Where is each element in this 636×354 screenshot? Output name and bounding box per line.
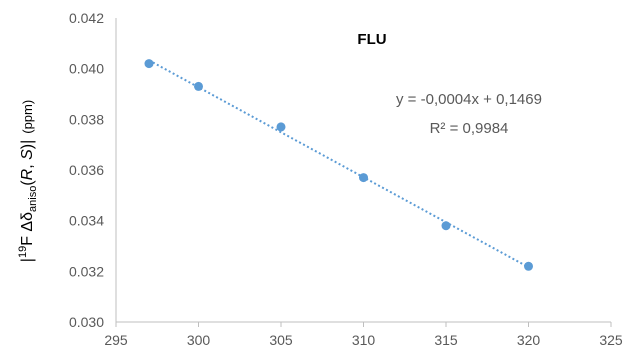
y-tick-labels: 0.030 0.032 0.034 0.036 0.038 0.040 0.042 <box>69 10 104 330</box>
y-axis-label: |19F Δδaniso(R, S)| (ppm) <box>17 100 39 262</box>
data-point <box>276 122 286 132</box>
y-label-unit: (ppm) <box>20 100 35 134</box>
data-point <box>194 81 203 91</box>
axes <box>115 18 611 323</box>
y-tick-label: 0.042 <box>69 10 104 26</box>
y-tick-label: 0.030 <box>69 314 104 330</box>
x-tick-label: 325 <box>599 332 623 348</box>
y-label-open: ( <box>19 180 36 186</box>
trendline-layer <box>148 59 529 269</box>
y-label-sub: aniso <box>27 186 39 212</box>
x-tick-label: 315 <box>434 332 458 348</box>
x-tick-label: 320 <box>517 332 541 348</box>
y-tick-label: 0.034 <box>69 213 104 229</box>
y-tick-label: 0.040 <box>69 61 104 77</box>
data-point <box>144 59 154 69</box>
y-label-mid: F Δδ <box>19 212 36 246</box>
x-tick-label: 295 <box>104 332 128 348</box>
y-tick-label: 0.036 <box>69 162 104 178</box>
data-point <box>441 221 451 231</box>
x-tick-labels: 295 300 305 310 315 320 325 <box>104 322 623 348</box>
data-point <box>524 261 533 271</box>
chart-title: FLU <box>357 31 386 48</box>
y-label-s: S <box>19 149 36 160</box>
y-label-prefix: | <box>19 258 36 262</box>
r-squared-label: R² = 0,9984 <box>430 120 509 137</box>
x-tick-label: 310 <box>352 332 376 348</box>
x-tick-label: 300 <box>187 332 211 348</box>
y-label-r: R <box>19 168 36 180</box>
x-tick-label: 305 <box>269 332 293 348</box>
y-label-comma: , <box>19 160 36 169</box>
trendline-equation: y = -0,0004x + 0,1469 <box>396 91 542 108</box>
y-tick-label: 0.038 <box>69 111 104 127</box>
y-label-sup: 19 <box>17 246 29 258</box>
y-label-close: )| <box>19 140 36 149</box>
data-points <box>144 59 533 271</box>
y-tick-label: 0.032 <box>69 263 104 279</box>
data-point <box>359 173 368 183</box>
trendline <box>148 59 529 269</box>
